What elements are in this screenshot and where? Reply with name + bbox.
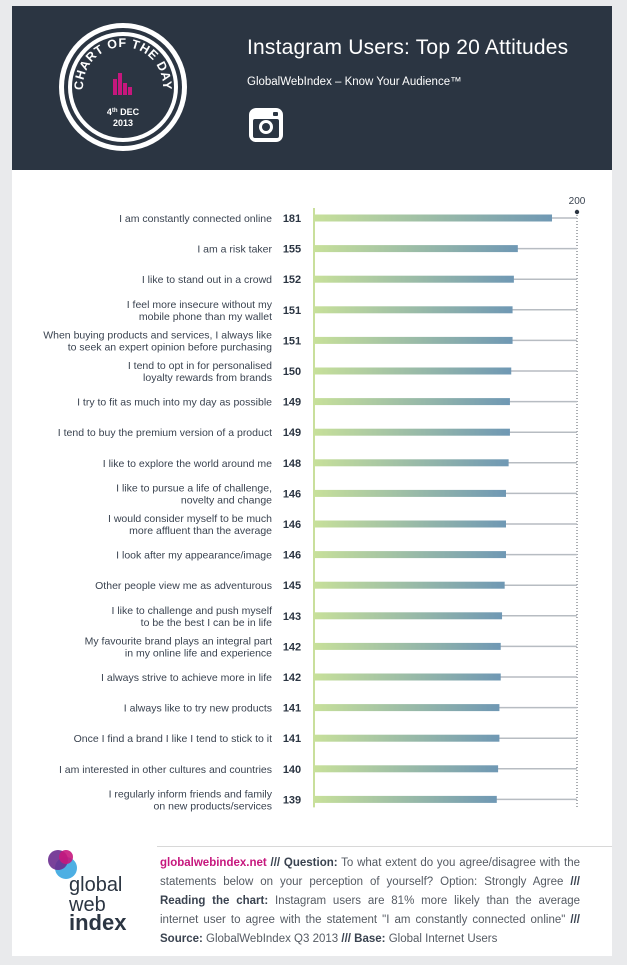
source-label: Source: bbox=[160, 933, 203, 945]
bar bbox=[314, 336, 513, 344]
bar-value-label: 146 bbox=[283, 550, 301, 562]
category-label: I tend to buy the premium version of a p… bbox=[58, 427, 272, 439]
bar bbox=[314, 642, 501, 650]
bar-value-label: 149 bbox=[283, 397, 301, 409]
bar bbox=[314, 765, 499, 773]
bar bbox=[314, 795, 497, 803]
separator: /// bbox=[270, 857, 281, 869]
question-text: To what extent do you agree/disagree wit… bbox=[160, 857, 580, 888]
bar-value-label: 146 bbox=[283, 519, 301, 531]
badge-date: 4th DEC bbox=[107, 107, 140, 117]
category-label: When buying products and services, I alw… bbox=[43, 329, 272, 353]
header-banner: CHART OF THE DAY 4th DEC 2013 Instagram … bbox=[12, 6, 612, 170]
bar-value-label: 155 bbox=[283, 244, 301, 256]
category-label: I am constantly connected online bbox=[119, 213, 272, 225]
bar bbox=[314, 612, 503, 620]
base-label: Base: bbox=[354, 933, 386, 945]
reference-label: 200 bbox=[569, 196, 586, 207]
bar-value-label: 141 bbox=[283, 733, 301, 745]
bar bbox=[314, 704, 500, 712]
category-label: I try to fit as much into my day as poss… bbox=[77, 397, 272, 409]
bar bbox=[314, 367, 512, 375]
bar-value-label: 139 bbox=[283, 794, 301, 806]
bar-value-label: 140 bbox=[283, 764, 301, 776]
bar-value-label: 149 bbox=[283, 427, 301, 439]
category-label: I am a risk taker bbox=[197, 244, 272, 256]
bar bbox=[314, 398, 510, 406]
separator: /// bbox=[570, 876, 580, 888]
category-label: I always strive to achieve more in life bbox=[101, 672, 272, 684]
bar-value-label: 146 bbox=[283, 488, 301, 500]
bar bbox=[314, 734, 500, 742]
page-subtitle: GlobalWebIndex – Know Your Audience™ bbox=[247, 76, 462, 88]
category-label: I like to pursue a life of challenge, nov… bbox=[116, 482, 272, 506]
category-label: Other people view me as adventurous bbox=[95, 580, 272, 592]
category-label: My favourite brand plays an integral par… bbox=[85, 635, 273, 659]
bar bbox=[314, 489, 506, 497]
reading-text: Instagram users are 81% more likely than… bbox=[160, 895, 581, 926]
bar bbox=[314, 581, 505, 589]
category-label: I like to challenge and push myself to be… bbox=[111, 605, 272, 629]
bar bbox=[314, 673, 501, 681]
bar bbox=[314, 275, 514, 283]
chart-of-the-day-badge: CHART OF THE DAY 4th DEC 2013 bbox=[59, 23, 187, 151]
question-label: Question: bbox=[283, 857, 338, 869]
category-label: I feel more insecure without my mobile ph… bbox=[127, 299, 273, 323]
category-label: I like to stand out in a crowd bbox=[142, 274, 272, 286]
separator: /// bbox=[570, 914, 580, 926]
bar-value-label: 151 bbox=[283, 305, 301, 317]
page-title: Instagram Users: Top 20 Attitudes bbox=[247, 36, 569, 59]
source-text: GlobalWebIndex Q3 2013 bbox=[206, 933, 339, 945]
bar bbox=[314, 459, 509, 467]
bar-value-label: 141 bbox=[283, 703, 301, 715]
bar-value-label: 143 bbox=[283, 611, 301, 623]
bar bbox=[314, 214, 553, 222]
badge-year: 2013 bbox=[113, 118, 133, 128]
category-label: Once I find a brand I like I tend to sti… bbox=[74, 733, 273, 745]
bar bbox=[314, 520, 506, 528]
bar-value-label: 142 bbox=[283, 672, 301, 684]
globalwebindex-logo bbox=[48, 850, 77, 879]
logo-word-global: global bbox=[69, 874, 123, 896]
category-label: I like to explore the world around me bbox=[103, 458, 272, 470]
bar-value-label: 142 bbox=[283, 641, 301, 653]
bar-value-label: 151 bbox=[283, 335, 301, 347]
attitudes-bar-chart: 200 181 I am constantly connected online 15… bbox=[43, 196, 586, 812]
category-label: I look after my appearance/image bbox=[116, 550, 272, 562]
logo-word-web: web bbox=[69, 894, 106, 916]
bar-value-label: 145 bbox=[283, 580, 301, 592]
bar-value-label: 150 bbox=[283, 366, 301, 378]
category-label: I tend to opt in for personalised loyalty… bbox=[128, 360, 272, 384]
footer-divider bbox=[157, 846, 612, 847]
category-label: I regularly inform friends and family on … bbox=[109, 788, 273, 812]
bar-value-label: 181 bbox=[283, 213, 301, 225]
infographic-page: CHART OF THE DAY 4th DEC 2013 Instagram … bbox=[12, 6, 612, 956]
site-link[interactable]: globalwebindex.net bbox=[160, 857, 267, 869]
base-text: Global Internet Users bbox=[388, 933, 498, 945]
bar-value-label: 148 bbox=[283, 458, 301, 470]
category-label: I always like to try new products bbox=[124, 703, 272, 715]
logo-word-index: index bbox=[69, 910, 127, 935]
category-label: I am interested in other cultures and co… bbox=[59, 764, 272, 776]
reference-marker bbox=[574, 209, 580, 215]
bar bbox=[314, 245, 518, 253]
bar bbox=[314, 428, 510, 436]
badge-bars-icon bbox=[113, 73, 132, 95]
bar bbox=[314, 306, 513, 314]
separator: /// bbox=[341, 933, 351, 945]
reading-label: Reading the chart: bbox=[160, 895, 269, 907]
footnote: globalwebindex.net /// Question: To what… bbox=[160, 854, 580, 949]
category-label: I would consider myself to be much more a… bbox=[108, 513, 272, 537]
bar bbox=[314, 551, 506, 559]
instagram-icon bbox=[249, 108, 283, 142]
bar-value-label: 152 bbox=[283, 274, 301, 286]
